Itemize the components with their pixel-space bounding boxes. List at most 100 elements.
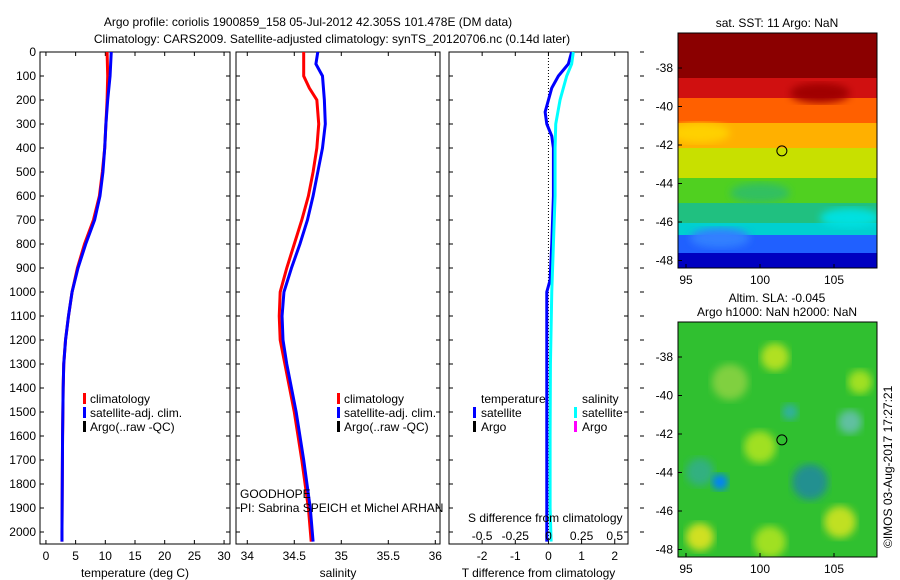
sst-patch bbox=[678, 123, 730, 143]
legend-label: Argo bbox=[481, 420, 507, 434]
sla-eddy bbox=[686, 458, 714, 486]
map-frame bbox=[677, 321, 878, 558]
legend-label: satellite-adj. clim. bbox=[344, 406, 436, 420]
legend-label: satellite-adj. clim. bbox=[90, 406, 182, 420]
series-line-temperature-satellite bbox=[543, 51, 574, 542]
lon-tick-label: 95 bbox=[679, 562, 693, 576]
map-title: Altim. SLA: -0.045 bbox=[729, 291, 826, 305]
x-tick-label: 25 bbox=[188, 549, 202, 563]
lon-tick-label: 100 bbox=[750, 562, 770, 576]
sla-eddy bbox=[848, 370, 872, 394]
pi-label: PI: Sabrina SPEICH et Michel ARHAN bbox=[240, 501, 443, 515]
plot-frame bbox=[39, 51, 231, 545]
y-tick-label: 1800 bbox=[9, 477, 36, 491]
y-tick-label: 1000 bbox=[9, 285, 36, 299]
x-tick-label: 35 bbox=[335, 549, 349, 563]
legend-title: temperature bbox=[481, 392, 546, 406]
argo-location-marker bbox=[776, 145, 788, 157]
x-tick-label: 36 bbox=[429, 549, 443, 563]
y-tick-label: 0 bbox=[29, 45, 36, 59]
argo-location-marker bbox=[776, 434, 788, 446]
map-frame bbox=[677, 32, 878, 269]
y-tick-label: 700 bbox=[16, 213, 36, 227]
y-tick-label: 1700 bbox=[9, 453, 36, 467]
series-line-satellite-adj-clim- bbox=[60, 51, 113, 542]
y-tick-label: 900 bbox=[16, 261, 36, 275]
x-tick-label: 0 bbox=[43, 549, 50, 563]
x-tick-label: -2 bbox=[477, 549, 488, 563]
x-tick-label: 10 bbox=[99, 549, 113, 563]
profile-panel-1: 0100200300400500600700800900100011001200… bbox=[9, 45, 231, 580]
y-tick-label: 300 bbox=[16, 117, 36, 131]
x2-tick-label: 0.5 bbox=[606, 529, 623, 543]
lat-tick-label: -40 bbox=[656, 389, 674, 403]
legend-label: satellite bbox=[582, 406, 623, 420]
legend-swatch bbox=[473, 407, 476, 418]
lat-tick-label: -46 bbox=[656, 215, 674, 229]
sla-eddy bbox=[754, 526, 786, 557]
map-title: sat. SST: 11 Argo: NaN bbox=[716, 16, 839, 30]
y-tick-label: 1100 bbox=[10, 309, 36, 323]
sst-map[interactable]: sat. SST: 11 Argo: NaN -38 -40 -42 -44 -46 -48… bbox=[656, 16, 880, 287]
legend-label: satellite bbox=[481, 406, 522, 420]
x2-tick-label: 0 bbox=[545, 529, 552, 543]
legend-label: Argo(..raw -QC) bbox=[90, 420, 175, 434]
x2-tick-label: -0.25 bbox=[502, 529, 530, 543]
legend-label: climatology bbox=[90, 392, 150, 406]
x-tick-label: 5 bbox=[72, 549, 79, 563]
lon-tick-label: 100 bbox=[750, 273, 770, 287]
sst-patch bbox=[690, 228, 750, 248]
project-label: GOODHOPE bbox=[240, 487, 311, 501]
x-tick-label: 2 bbox=[611, 549, 618, 563]
lat-tick-label: -42 bbox=[656, 427, 674, 441]
y-tick-label: 200 bbox=[16, 93, 36, 107]
sla-eddy bbox=[792, 464, 828, 500]
x-tick-label: 30 bbox=[217, 549, 231, 563]
map-title: Argo h1000: NaN h2000: NaN bbox=[697, 305, 857, 319]
sla-eddy bbox=[712, 364, 748, 400]
x-axis-label-2: S difference from climatology bbox=[468, 511, 623, 525]
y-tick-label: 500 bbox=[16, 165, 36, 179]
y-tick-label: 2000 bbox=[9, 525, 36, 539]
lat-tick-label: -46 bbox=[656, 504, 674, 518]
plot-frame bbox=[448, 51, 629, 545]
plot-frame bbox=[235, 51, 441, 545]
lat-tick-label: -48 bbox=[656, 543, 674, 557]
lat-tick-label: -42 bbox=[656, 138, 674, 152]
lat-tick-label: -38 bbox=[656, 350, 674, 364]
legend-swatch bbox=[337, 407, 340, 418]
x-tick-label: 34 bbox=[241, 549, 255, 563]
map-field bbox=[678, 322, 877, 557]
sla-eddy bbox=[782, 404, 798, 420]
x-tick-label: 34.5 bbox=[283, 549, 307, 563]
x-tick-label: -1 bbox=[510, 549, 521, 563]
y-tick-label: 1400 bbox=[9, 381, 36, 395]
lat-tick-label: -44 bbox=[656, 177, 674, 191]
lat-tick-label: -40 bbox=[656, 100, 674, 114]
sst-band bbox=[678, 253, 877, 268]
legend-swatch bbox=[574, 407, 577, 418]
y-tick-label: 1300 bbox=[9, 357, 36, 371]
y-tick-label: 1900 bbox=[9, 501, 36, 515]
x2-tick-label: -0.5 bbox=[472, 529, 493, 543]
legend-swatch bbox=[574, 421, 577, 432]
y-tick-label: 800 bbox=[16, 237, 36, 251]
title-line-2: Climatology: CARS2009. Satellite-adjuste… bbox=[94, 32, 570, 46]
series-line-satellite-adj-clim- bbox=[280, 51, 327, 542]
x-tick-label: 20 bbox=[158, 549, 172, 563]
legend-label: climatology bbox=[344, 392, 404, 406]
lat-tick-label: -48 bbox=[656, 254, 674, 268]
legend-title: salinity bbox=[582, 392, 619, 406]
sst-band bbox=[678, 33, 877, 84]
title-line-1: Argo profile: coriolis 1900859_158 05-Ju… bbox=[104, 15, 512, 29]
credit-text: ©IMOS 03-Aug-2017 17:27:21 bbox=[881, 385, 895, 548]
lon-tick-label: 95 bbox=[679, 273, 693, 287]
legend-swatch bbox=[83, 407, 86, 418]
sst-patch bbox=[820, 208, 877, 228]
legend-swatch bbox=[337, 421, 340, 432]
sla-eddy bbox=[761, 343, 789, 371]
legend-swatch bbox=[337, 393, 340, 404]
sla-eddy bbox=[824, 506, 856, 538]
